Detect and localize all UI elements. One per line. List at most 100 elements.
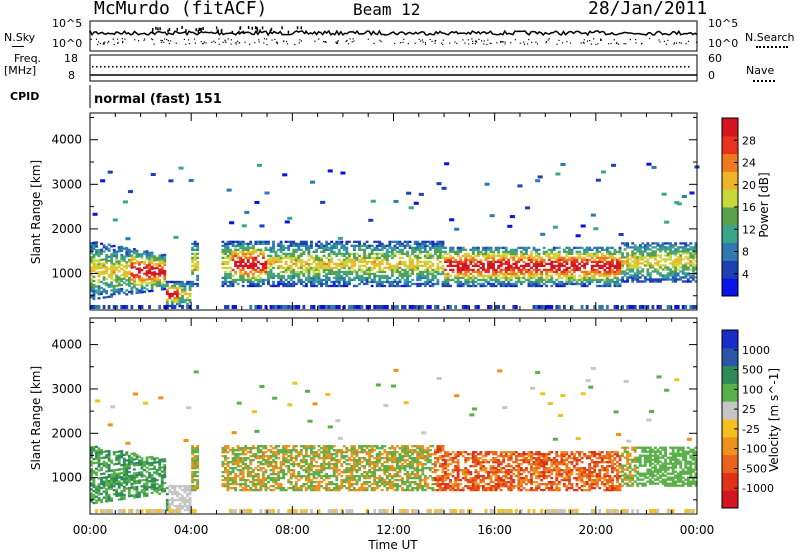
range-cell [593,254,597,258]
range-cell [540,284,544,288]
range-cell [431,264,435,268]
range-cell [365,272,369,276]
range-cell [150,491,154,495]
range-cell [482,268,485,272]
range-cell [110,263,114,266]
range-cell [598,270,602,274]
range-cell [95,489,98,492]
range-cell [350,270,354,274]
range-cell [241,474,245,478]
range-cell [441,266,445,270]
range-cell [251,280,255,284]
range-cell [173,300,177,304]
range-cell [279,476,283,480]
range-cell [239,244,243,248]
range-cell [191,447,194,450]
range-cell [449,250,452,254]
range-cell [464,248,468,252]
range-cell [638,258,642,261]
range-cell [454,250,458,254]
range-cell [560,264,564,268]
range-cell [246,488,250,492]
range-cell [239,262,243,266]
range-cell [272,250,275,254]
range-cell [193,509,197,513]
range-cell [196,455,200,458]
range-cell [368,218,374,222]
range-cell [100,462,103,466]
range-cell [173,298,177,302]
range-cell [299,282,303,286]
range-cell [679,258,683,261]
range-cell [659,256,662,259]
range-cell [403,246,407,250]
range-cell [246,272,250,276]
range-cell [636,250,640,253]
range-cell [418,305,422,309]
range-cell [224,305,227,309]
range-cell [105,494,108,497]
range-cell [231,240,235,243]
range-cell [95,471,98,474]
range-cell [530,254,533,258]
range-cell [669,250,673,253]
range-cell [90,456,93,459]
range-cell [115,458,119,462]
range-cell [90,482,93,485]
range-cell [623,256,627,259]
range-cell [651,305,655,309]
range-cell [97,483,101,486]
range-cell [527,256,531,260]
range-cell [681,305,685,309]
range-cell [416,272,420,276]
range-cell [160,458,164,461]
range-cell [117,472,121,475]
nave-tick-low: 0 [708,69,715,82]
range-cell [322,266,326,270]
range-cell [378,305,382,309]
range-cell [562,274,566,278]
range-cell [593,252,597,256]
range-cell [648,278,652,281]
range-cell [110,275,114,278]
range-cell [127,290,131,294]
nsearch-dot [394,42,396,45]
range-cell [173,490,177,494]
range-cell [110,481,114,484]
range-cell [102,456,106,459]
range-cell [191,457,194,460]
range-cell [125,279,129,282]
range-cell [234,260,237,264]
range-cell [332,252,336,256]
range-cell [122,465,126,469]
range-cell [320,242,323,246]
range-cell [398,248,402,252]
range-cell [251,478,255,482]
range-cell [583,248,587,252]
range-cell [550,260,554,264]
range-cell [135,461,139,465]
range-cell [236,401,242,405]
range-cell [550,274,554,278]
range-cell [464,258,468,262]
range-cell [261,252,265,256]
range-cell [315,264,318,268]
range-cell [449,254,452,258]
range-cell [102,282,106,285]
range-cell [492,284,495,288]
range-cell [102,290,106,293]
range-cell [626,258,630,261]
range-cell [115,478,119,482]
range-cell [127,470,131,474]
range-cell [514,272,518,276]
range-cell [294,272,298,276]
range-cell [226,254,230,258]
range-cell [259,445,263,448]
nsearch-dot [286,43,289,45]
freq-label: Freq. [14,52,42,65]
range-cell [95,253,98,256]
range-cell [90,280,93,283]
range-cell [557,266,561,270]
range-cell [375,246,379,250]
range-cell [562,272,566,276]
